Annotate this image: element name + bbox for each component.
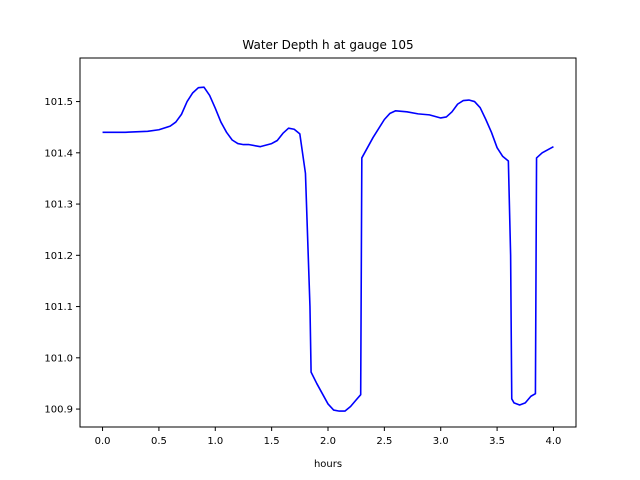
x-tick-label: 2.0 [320,436,336,447]
y-tick-label: 101.1 [44,302,73,313]
x-tick-label: 4.0 [546,436,562,447]
x-tick-label: 1.5 [264,436,280,447]
plot-area: 0.0 0.5 1.0 1.5 2.0 2.5 3.0 3.5 4.0 100.9 101.0 101… [44,57,577,447]
y-tick-label: 101.0 [44,353,73,364]
y-tick-label: 101.2 [44,251,73,262]
chart-title: Water Depth h at gauge 105 [242,38,413,52]
x-tick-label: 0.0 [95,436,111,447]
y-tick-label: 101.3 [44,200,73,211]
x-tick-label: 3.0 [433,436,449,447]
x-tick-label: 3.5 [489,436,505,447]
series-line-0 [102,86,554,412]
x-axis-label: hours [314,459,342,470]
x-tick-label: 1.0 [207,436,223,447]
y-tick-label: 100.9 [44,405,73,416]
x-tick-label: 2.5 [376,436,392,447]
y-tick-label: 101.4 [44,148,73,159]
y-tick-label: 101.5 [44,97,73,108]
x-tick-label: 0.5 [151,436,167,447]
